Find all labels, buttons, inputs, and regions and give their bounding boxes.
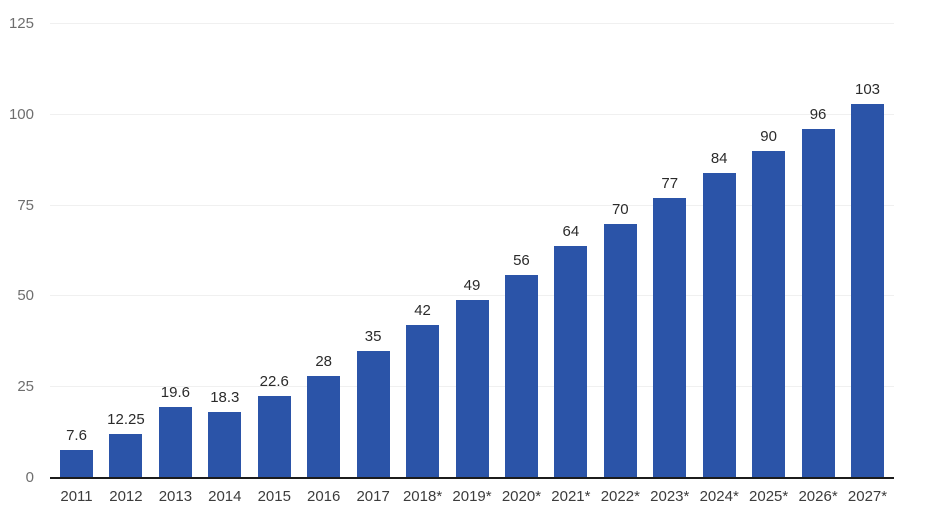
bar [307,376,341,478]
y-tick-label: 25 [17,378,34,396]
bar [851,103,884,478]
bar-value-label: 84 [710,149,728,167]
x-tick-label: 2024* [699,488,739,505]
bar-group: 28 2016 [299,24,348,505]
bar-value-label: 18.3 [210,388,240,406]
bar-group: 12.25 2012 [101,24,150,505]
gridline [50,295,894,297]
bar-group: 84 2024* [695,24,744,505]
x-tick-label: 2023* [650,488,690,505]
x-tick-label: 2019* [452,488,492,505]
bar-group: 96 2026* [794,24,843,505]
x-tick-label: 2025* [749,488,789,505]
bar-value-label: 77 [661,175,679,193]
bar-group: 70 2022* [596,24,645,505]
x-tick-label: 2022* [600,488,640,505]
y-tick-label: 75 [17,196,34,214]
bar [356,350,390,478]
bar [653,198,687,478]
bar [752,151,786,478]
bar [208,411,242,478]
bar [801,129,835,478]
bar-value-label: 28 [315,353,333,371]
x-tick-label: 2018* [402,488,443,505]
bar-group: 19.6 2013 [151,24,200,505]
x-tick-label: 2027* [847,488,888,505]
bar-value-label: 35 [364,327,382,345]
bar-group: 18.3 2014 [200,24,249,505]
x-tick-label: 2014 [208,488,242,505]
bar [702,172,736,478]
bar [603,223,637,478]
bar-group: 22.6 2015 [250,24,299,505]
x-tick-label: 2013 [158,488,193,505]
bar-value-label: 19.6 [160,383,190,401]
y-tick-label: 100 [8,105,34,123]
bar-value-label: 22.6 [259,372,289,390]
x-tick-label: 2021* [551,488,591,505]
gridline [50,113,894,115]
bar-value-label: 49 [463,277,481,295]
bar [406,325,440,478]
bar-group: 64 2021* [546,24,595,505]
bar [554,245,588,478]
bar-group: 90 2025* [744,24,793,505]
bar-group: 7.6 2011 [52,24,101,505]
bar-value-label: 56 [513,251,530,269]
bar-value-label: 70 [611,200,629,218]
x-tick-label: 2016 [307,488,341,505]
x-tick-label: 2015 [257,488,291,505]
bar-value-label: 7.6 [66,427,87,445]
bar-value-label: 64 [562,222,580,240]
x-tick-label: 2026* [798,488,838,505]
bar-group: 77 2023* [645,24,694,505]
bar [455,300,489,478]
bar-group: 42 2018* [398,24,447,505]
bar [158,406,192,478]
bar-value-label: 96 [809,106,827,124]
gridline [50,23,894,24]
bar-value-label: 90 [760,128,777,146]
bar-value-label: 103 [854,80,881,98]
bar-group: 35 2017 [349,24,398,505]
gridline [50,204,894,206]
bar-group: 49 2019* [448,24,497,505]
bar-value-label: 12.25 [107,410,145,428]
y-tick-label: 125 [8,15,34,32]
y-tick-label: 0 [25,469,34,486]
bar [504,274,538,478]
bar-group: 103 2027* [843,24,892,505]
bar [109,433,143,478]
y-tick-label: 50 [17,287,34,305]
x-axis-line [50,477,894,479]
x-tick-label: 2017 [356,488,390,505]
bar-group: 56 2020* [497,24,546,505]
x-tick-label: 2020* [501,488,542,505]
bar [257,395,291,478]
plot-area: 7.6 2011 12.25 2012 19.6 2013 18.3 2014 22.6 2015… [52,24,892,505]
x-tick-label: 2012 [109,488,143,505]
bar [60,450,93,478]
bar-value-label: 42 [414,302,431,320]
x-tick-label: 2011 [60,488,93,505]
